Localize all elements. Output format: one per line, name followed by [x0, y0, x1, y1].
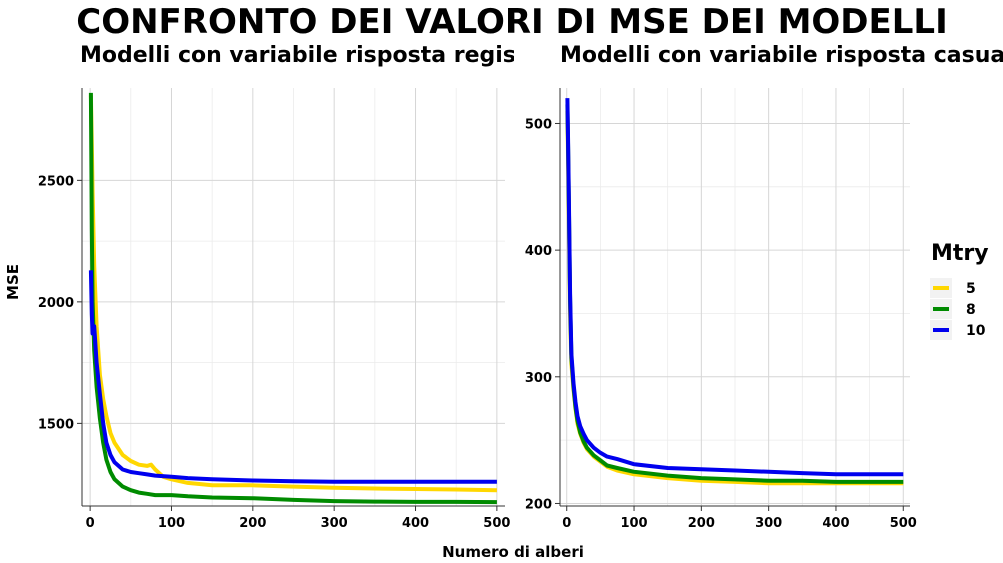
- y-tick-label: 1500: [38, 417, 74, 432]
- x-tick-label: 300: [321, 516, 348, 531]
- x-tick-label: 500: [890, 516, 917, 531]
- x-tick-label: 100: [158, 516, 185, 531]
- y-tick-label: 2000: [38, 296, 74, 311]
- left-panel: 0 100 200 300 400 500 1500 2000 2500: [38, 88, 510, 531]
- y-tick-label: 2500: [38, 174, 74, 189]
- x-tick-label: 100: [620, 516, 647, 531]
- y-tick-label: 500: [525, 117, 552, 132]
- x-tick-label: 400: [822, 516, 849, 531]
- right-panel-subtitle: Modelli con variabile risposta casual: [560, 43, 1003, 68]
- y-axis-label: MSE: [4, 264, 22, 300]
- y-tick-label: 400: [525, 244, 552, 259]
- left-panel-subtitle: Modelli con variabile risposta registere…: [80, 43, 583, 68]
- right-panel: 0 100 200 300 400 500 200 300 400 500: [525, 88, 917, 531]
- x-tick-label: 400: [402, 516, 429, 531]
- legend-label: 8: [966, 302, 976, 318]
- x-tick-label: 200: [688, 516, 715, 531]
- chart-title: CONFRONTO DEI VALORI DI MSE DEI MODELLI: [76, 2, 947, 42]
- legend-label: 10: [966, 323, 986, 339]
- legend: Mtry 5 8 10: [930, 241, 989, 340]
- legend-label: 5: [966, 281, 976, 297]
- series-line-mtry-10: [88, 270, 497, 484]
- series-line-mtry-5: [88, 95, 497, 493]
- x-axis-label: Numero di alberi: [442, 543, 584, 561]
- x-tick-label: 500: [483, 516, 510, 531]
- legend-title: Mtry: [931, 241, 989, 266]
- x-tick-label: 200: [239, 516, 266, 531]
- x-tick-label: 0: [86, 516, 95, 531]
- series-line-mtry-10: [565, 98, 904, 477]
- y-tick-label: 200: [525, 497, 552, 512]
- y-tick-label: 300: [525, 371, 552, 386]
- x-tick-label: 0: [562, 516, 571, 531]
- x-tick-label: 300: [755, 516, 782, 531]
- series-line-mtry-8: [88, 92, 497, 505]
